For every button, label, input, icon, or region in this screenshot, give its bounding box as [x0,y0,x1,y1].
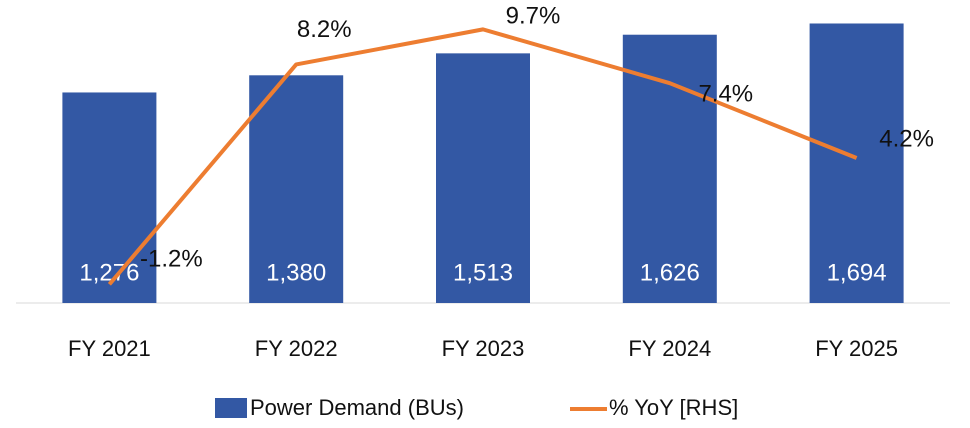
bar [809,23,904,304]
bar [436,53,530,304]
line-value-label: -1.2% [140,246,203,273]
bar-value-label: 1,513 [453,259,513,286]
line-value-label: 7.4% [698,81,753,108]
x-tick-label: FY 2024 [628,336,711,361]
legend-label: Power Demand (BUs) [250,395,464,420]
bar-value-label: 1,694 [827,259,887,286]
line-value-label: 4.2% [879,125,934,152]
x-tick-label: FY 2021 [68,336,151,361]
bar [249,75,344,303]
line-value-label: 8.2% [297,16,352,43]
line [107,27,858,286]
x-tick-label: FY 2023 [442,336,525,361]
legend: Power Demand (BUs) % YoY [RHS] [215,395,738,420]
legend-swatch-bar [215,398,247,418]
bar-value-label: 1,380 [266,259,326,286]
line-value-label: 9.7% [506,3,561,30]
legend-label: % YoY [RHS] [609,395,738,420]
x-tick-label: FY 2022 [255,336,338,361]
bar [62,92,157,304]
bar-value-label: 1,626 [640,259,700,286]
bar [622,34,717,304]
x-tick-label: FY 2025 [815,336,898,361]
